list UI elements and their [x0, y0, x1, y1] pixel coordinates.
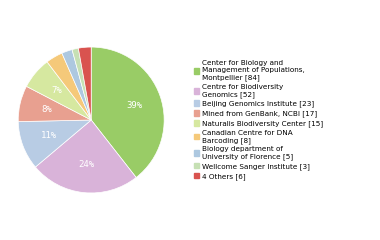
Wedge shape [62, 50, 91, 120]
Wedge shape [47, 53, 91, 120]
Wedge shape [27, 62, 91, 120]
Wedge shape [78, 47, 91, 120]
Wedge shape [35, 120, 136, 193]
Legend: Center for Biology and
Management of Populations,
Montpellier [84], Centre for B: Center for Biology and Management of Pop… [194, 60, 323, 180]
Text: 39%: 39% [126, 101, 142, 110]
Text: 7%: 7% [51, 86, 62, 95]
Wedge shape [72, 48, 91, 120]
Wedge shape [91, 47, 164, 177]
Text: 11%: 11% [41, 132, 57, 140]
Text: 24%: 24% [79, 161, 95, 169]
Wedge shape [18, 120, 91, 167]
Wedge shape [18, 86, 91, 122]
Text: 8%: 8% [42, 105, 52, 114]
